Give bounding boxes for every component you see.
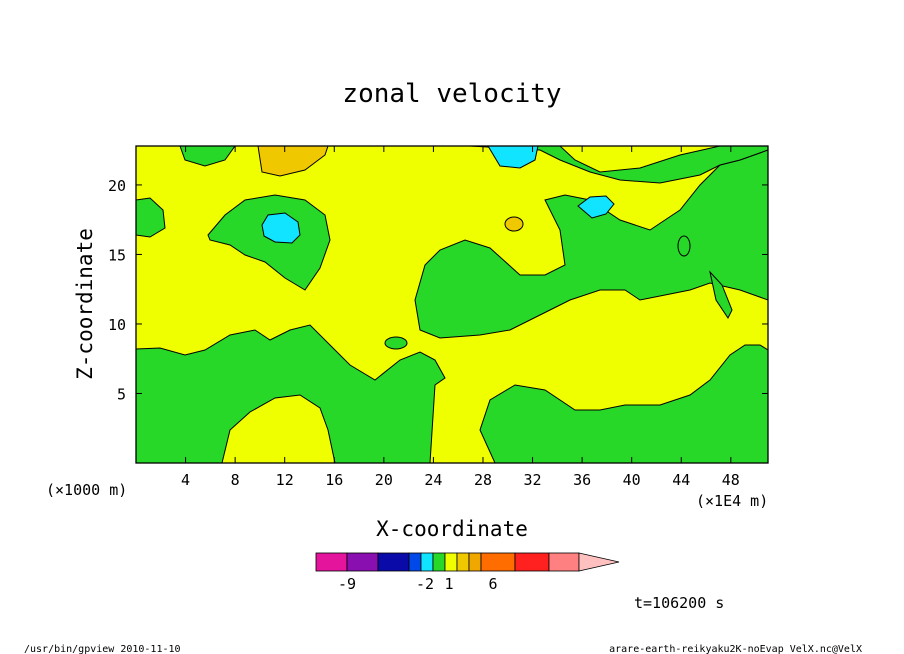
green-region-center <box>414 149 768 339</box>
colorbar-label: 1 <box>444 575 453 593</box>
x-tick-label: 32 <box>524 471 542 489</box>
y-tick-label: 10 <box>108 316 126 334</box>
y-tick-label: 20 <box>108 177 126 195</box>
x-tick-label: 36 <box>573 471 591 489</box>
colorbar-swatch <box>480 552 516 572</box>
x-tick-label: 16 <box>325 471 343 489</box>
green-island-3 <box>709 270 733 319</box>
x-tick-label: 40 <box>623 471 641 489</box>
x-tick-label: 20 <box>375 471 393 489</box>
green-island-1 <box>384 336 408 350</box>
cyan-min-upper-left <box>261 212 301 244</box>
colorbar-swatch <box>420 552 434 572</box>
cyan-min-top <box>487 146 539 169</box>
colorbar-swatch <box>408 552 422 572</box>
orange-max-top <box>257 146 329 177</box>
green-region-lower <box>136 324 446 463</box>
colorbar-swatch <box>548 552 580 572</box>
colorbar-label: 6 <box>488 575 497 593</box>
x-tick-label: 48 <box>722 471 740 489</box>
x-tick-label: 12 <box>276 471 294 489</box>
x-tick-label: 8 <box>231 471 240 489</box>
colorbar-swatch <box>432 552 446 572</box>
colorbar-swatch <box>377 552 410 572</box>
x-tick-label: 28 <box>474 471 492 489</box>
x-tick-label: 24 <box>424 471 442 489</box>
x-axis-label: X-coordinate <box>376 517 528 541</box>
colorbar-label: -9 <box>338 575 356 593</box>
colorbar-swatch <box>456 552 470 572</box>
green-region-upper-left <box>207 194 331 291</box>
green-region-top-center <box>469 146 768 184</box>
green-region-top <box>179 146 236 167</box>
green-region-left-edge <box>136 197 166 238</box>
colorbar-swatch <box>346 552 379 572</box>
x-unit-label: (×1000 m) <box>46 481 127 499</box>
green-region-lower-right <box>479 344 768 463</box>
colorbar-extension <box>578 552 620 572</box>
chart-title: zonal velocity <box>342 79 561 109</box>
plot-frame <box>135 145 769 464</box>
colorbar-swatch <box>315 552 348 572</box>
green-island-2 <box>677 235 691 257</box>
colorbar-label: -2 <box>416 575 434 593</box>
colorbar: -9 -2 1 6 <box>315 552 620 593</box>
time-label: t=106200 s <box>634 594 724 612</box>
colorbar-swatch <box>444 552 458 572</box>
x-tick-label: 44 <box>672 471 690 489</box>
x-tick-label: 4 <box>181 471 190 489</box>
y-tick-label: 5 <box>117 385 126 403</box>
colorbar-swatch <box>514 552 550 572</box>
orange-max-center <box>504 216 524 232</box>
footer-right: arare-earth-reikyaku2K-noEvap_VelX.nc@Ve… <box>609 644 862 654</box>
y-tick-label: 15 <box>108 246 126 264</box>
y-axis-label: Z-coordinate <box>73 228 97 380</box>
colorbar-swatch <box>468 552 482 572</box>
x-scale-note: (×1E4 m) <box>696 492 768 510</box>
footer-left: /usr/bin/gpview 2010-11-10 <box>24 644 181 654</box>
cyan-min-upper-right <box>577 195 615 219</box>
